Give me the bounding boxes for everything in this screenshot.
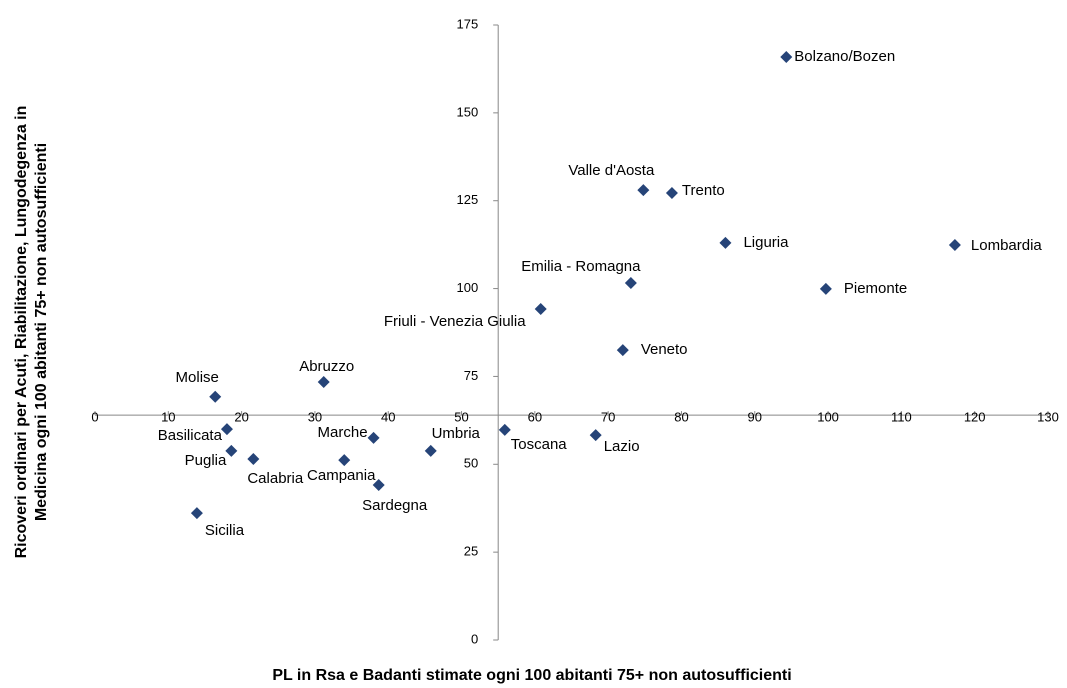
point-label: Calabria: [247, 470, 304, 487]
point-label: Sicilia: [205, 522, 245, 539]
y-axis-title: Ricoveri ordinari per Acuti, Riabilitazi…: [13, 106, 50, 559]
point: [665, 186, 678, 199]
point-label: Emilia - Romagna: [521, 258, 641, 275]
point: [225, 444, 238, 457]
point-label: Umbria: [432, 425, 481, 442]
point-label: Abruzzo: [299, 358, 354, 375]
point-label: Lazio: [604, 438, 640, 455]
y-tick-label: 125: [456, 192, 478, 207]
x-tick-label: 130: [1037, 410, 1059, 425]
point: [190, 507, 203, 520]
point: [819, 282, 832, 295]
point: [367, 431, 380, 444]
y-axis-title-line: Medicina ogni 100 abitanti 75+ non autos…: [33, 143, 50, 521]
y-tick-label: 150: [456, 104, 478, 119]
point-label: Marche: [318, 424, 368, 441]
point-label: Liguria: [743, 234, 789, 251]
point: [719, 236, 732, 249]
x-tick-label: 60: [528, 410, 542, 425]
point: [209, 390, 222, 403]
point: [589, 429, 602, 442]
point: [624, 276, 637, 289]
x-tick-label: 70: [601, 410, 615, 425]
point-label: Toscana: [511, 436, 568, 453]
point-label: Veneto: [641, 341, 688, 358]
point: [637, 184, 650, 197]
point: [247, 453, 260, 466]
x-tick-label: 80: [674, 410, 688, 425]
point: [948, 238, 961, 251]
y-tick-label: 0: [471, 631, 478, 646]
point-label: Puglia: [185, 452, 227, 469]
x-tick-label: 90: [748, 410, 762, 425]
point: [220, 423, 233, 436]
point-label: Basilicata: [158, 427, 223, 444]
point-label: Campania: [307, 467, 376, 484]
y-tick-label: 75: [464, 368, 478, 383]
point-label: Piemonte: [844, 280, 907, 297]
x-tick-label: 10: [161, 410, 175, 425]
point: [616, 344, 629, 357]
point-label: Molise: [176, 369, 219, 386]
point: [424, 444, 437, 457]
y-tick-label: 50: [464, 456, 478, 471]
point-label: Bolzano/Bozen: [794, 48, 895, 65]
x-tick-label: 100: [817, 410, 839, 425]
y-tick-label: 100: [456, 280, 478, 295]
x-tick-label: 20: [234, 410, 248, 425]
y-tick-label: 25: [464, 544, 478, 559]
point-label: Lombardia: [971, 237, 1043, 254]
point: [317, 376, 330, 389]
point-label: Trento: [682, 182, 725, 199]
point-label: Valle d'Aosta: [568, 162, 655, 179]
y-tick-label: 175: [456, 16, 478, 31]
x-tick-label: 30: [308, 410, 322, 425]
x-tick-label: 40: [381, 410, 395, 425]
point: [338, 454, 351, 467]
y-axis-title-line: Ricoveri ordinari per Acuti, Riabilitazi…: [13, 106, 30, 559]
x-tick-label: 0: [91, 410, 98, 425]
point-label: Sardegna: [362, 497, 428, 514]
point: [498, 423, 511, 436]
point-label: Friuli - Venezia Giulia: [384, 313, 526, 330]
point: [534, 302, 547, 315]
x-tick-label: 50: [454, 410, 468, 425]
x-tick-label: 110: [891, 410, 912, 425]
x-tick-label: 120: [964, 410, 986, 425]
point: [780, 50, 793, 63]
x-axis-title: PL in Rsa e Badanti stimate ogni 100 abi…: [272, 667, 791, 684]
point: [372, 479, 385, 492]
